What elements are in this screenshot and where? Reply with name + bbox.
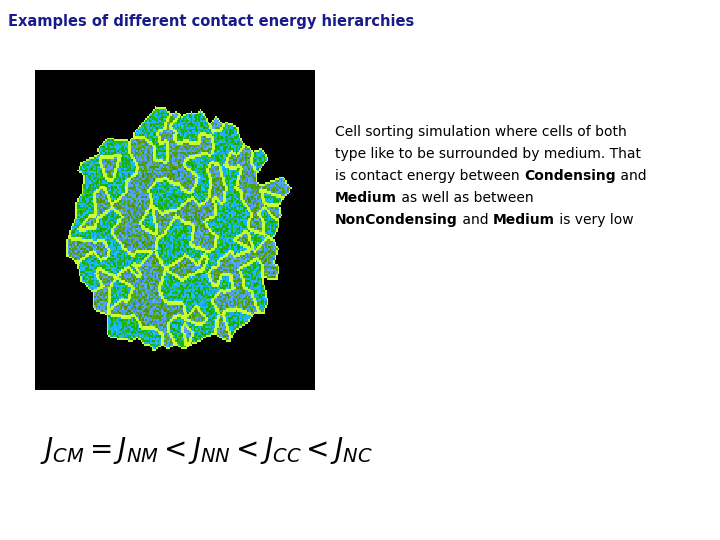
Text: Medium: Medium (492, 213, 554, 227)
Text: as well as between: as well as between (397, 191, 534, 205)
Text: $J_{CM}=J_{NM}<J_{NN}<J_{CC}<J_{NC}$: $J_{CM}=J_{NM}<J_{NN}<J_{CC}<J_{NC}$ (40, 435, 373, 466)
Text: and: and (458, 213, 492, 227)
Text: type like to be surrounded by medium. That: type like to be surrounded by medium. Th… (335, 147, 641, 161)
Text: Examples of different contact energy hierarchies: Examples of different contact energy hie… (8, 14, 414, 29)
Text: Cell sorting simulation where cells of both: Cell sorting simulation where cells of b… (335, 125, 626, 139)
Text: NonCondensing: NonCondensing (335, 213, 458, 227)
Text: is contact energy between: is contact energy between (335, 169, 524, 183)
Text: is very low: is very low (554, 213, 634, 227)
Text: and: and (616, 169, 647, 183)
Text: Medium: Medium (335, 191, 397, 205)
Text: Condensing: Condensing (524, 169, 616, 183)
